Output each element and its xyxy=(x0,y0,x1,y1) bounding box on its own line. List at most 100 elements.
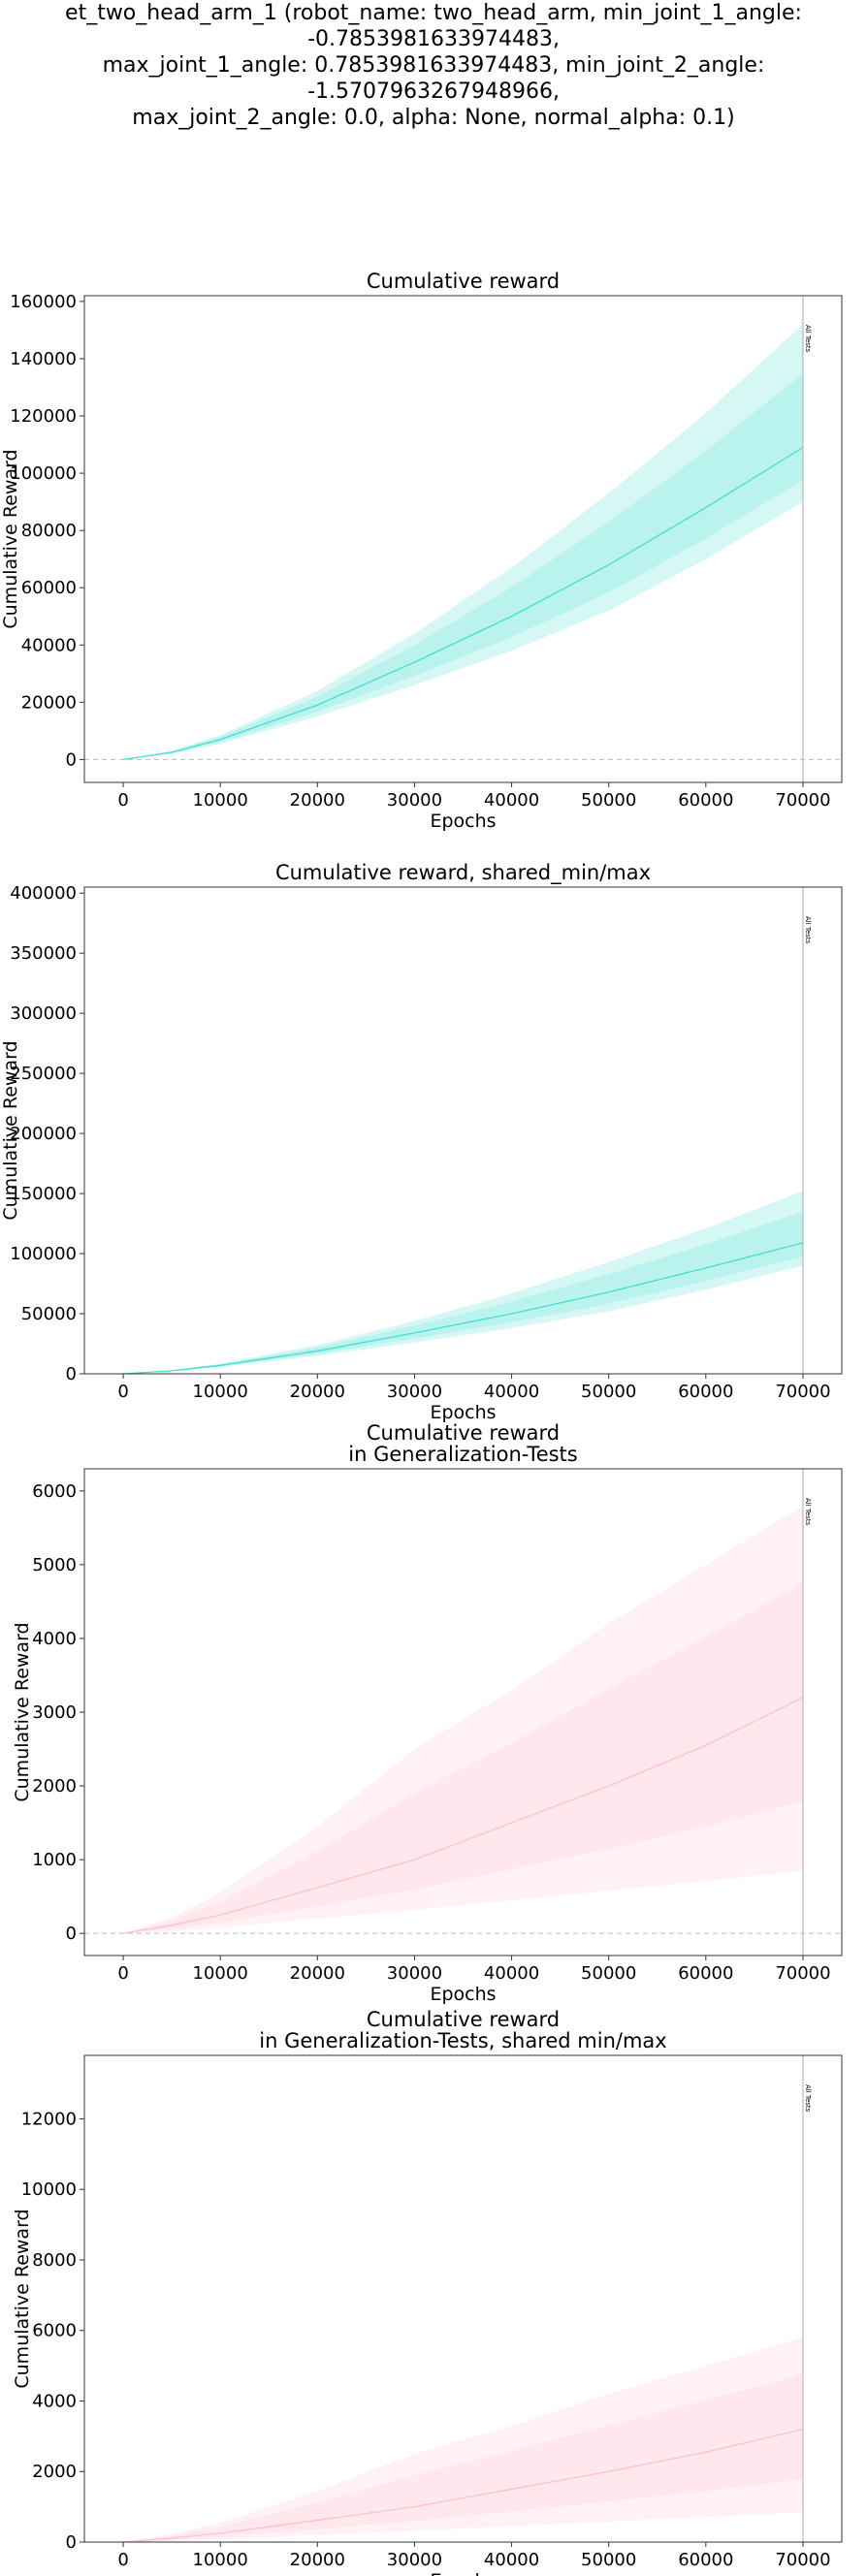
y-tick-label: 4000 xyxy=(32,2391,77,2411)
y-tick-label: 160000 xyxy=(10,292,77,312)
x-tick-label: 50000 xyxy=(581,790,636,811)
x-tick-label: 50000 xyxy=(581,2550,636,2570)
y-tick-label: 150000 xyxy=(10,1184,77,1204)
chart-title-line: in Generalization-Tests, shared min/max xyxy=(259,2029,666,2052)
mean-line xyxy=(122,446,804,761)
chart-cumulative-reward-shared: Cumulative reward, shared_min/max All Tes… xyxy=(0,861,843,1423)
x-axis-label: Epochs xyxy=(430,2570,496,2576)
all-tests-label: All Tests xyxy=(804,916,812,944)
y-axis-label: Cumulative Reward xyxy=(0,449,21,628)
x-tick-label: 70000 xyxy=(775,2550,830,2570)
y-tick-label: 140000 xyxy=(10,349,77,369)
y-tick-label: 0 xyxy=(66,1364,77,1384)
x-tick-label: 40000 xyxy=(484,1382,539,1402)
x-axis-label: Epochs xyxy=(430,1402,496,1423)
y-tick-label: 350000 xyxy=(10,943,77,964)
x-tick-label: 40000 xyxy=(484,790,539,811)
chart-title-line: Cumulative reward xyxy=(367,270,560,293)
all-tests-label: All Tests xyxy=(804,325,812,353)
x-tick-label: 50000 xyxy=(581,1382,636,1402)
min-max-band xyxy=(123,1191,803,1374)
x-tick-label: 60000 xyxy=(678,2550,733,2570)
x-tick-label: 30000 xyxy=(387,2550,442,2570)
chart-title-line: Cumulative reward, shared_min/max xyxy=(275,861,651,885)
all-tests-label: All Tests xyxy=(804,2084,812,2113)
x-tick-label: 40000 xyxy=(484,2550,539,2570)
y-tick-label: 6000 xyxy=(32,2321,77,2341)
y-tick-label: 5000 xyxy=(32,1555,77,1575)
chart-cumulative-reward: Cumulative reward All Tests 0 10000 20000 300… xyxy=(0,270,843,832)
y-tick-label: 10000 xyxy=(21,2179,77,2200)
y-tick-label: 0 xyxy=(66,1924,77,1944)
x-tick-label: 20000 xyxy=(290,790,345,811)
figure-title: et_two_head_arm_1 (robot_name: two_head_… xyxy=(65,1,802,130)
y-tick-label: 300000 xyxy=(10,1003,77,1024)
x-tick-label: 70000 xyxy=(775,790,830,811)
y-axis-label: Cumulative Reward xyxy=(0,1040,21,1220)
y-tick-label: 100000 xyxy=(10,463,77,484)
x-tick-label: 20000 xyxy=(290,2550,345,2570)
x-tick-label: 0 xyxy=(117,1382,128,1402)
x-tick-label: 30000 xyxy=(387,1382,442,1402)
chart-title-line: Cumulative reward xyxy=(367,1421,560,1445)
x-tick-label: 30000 xyxy=(387,1963,442,1984)
x-tick-label: 60000 xyxy=(678,790,733,811)
y-axis-label: Cumulative Reward xyxy=(12,1622,33,1801)
min-max-band xyxy=(123,1506,803,1934)
std-band xyxy=(123,2373,803,2542)
y-tick-label: 12000 xyxy=(21,2109,77,2129)
y-tick-label: 20000 xyxy=(21,692,77,713)
y-tick-label: 4000 xyxy=(32,1629,77,1649)
plot-frame xyxy=(83,295,843,783)
y-tick-label: 60000 xyxy=(21,578,77,598)
y-tick-label: 250000 xyxy=(10,1064,77,1084)
y-axis-label: Cumulative Reward xyxy=(12,2209,33,2388)
x-tick-label: 20000 xyxy=(290,1963,345,1984)
y-tick-label: 80000 xyxy=(21,521,77,541)
y-tick-label: 200000 xyxy=(10,1124,77,1144)
y-tick-label: 2000 xyxy=(32,1776,77,1797)
y-tick-label: 50000 xyxy=(21,1304,77,1324)
y-tick-label: 2000 xyxy=(32,2462,77,2482)
x-tick-label: 30000 xyxy=(387,790,442,811)
x-tick-label: 10000 xyxy=(193,2550,248,2570)
y-tick-label: 1000 xyxy=(32,1850,77,1870)
y-tick-label: 120000 xyxy=(10,406,77,427)
min-max-band xyxy=(123,2337,803,2542)
mean-line xyxy=(123,1242,804,1375)
y-tick-label: 40000 xyxy=(21,635,77,655)
y-tick-label: 6000 xyxy=(32,1481,77,1502)
y-tick-label: 400000 xyxy=(10,883,77,904)
y-tick-label: 8000 xyxy=(32,2250,77,2271)
std-band xyxy=(123,1582,803,1934)
plot-frame xyxy=(83,886,843,1375)
x-tick-label: 0 xyxy=(117,2550,128,2570)
x-tick-label: 40000 xyxy=(484,1963,539,1984)
x-tick-label: 10000 xyxy=(193,790,248,811)
y-tick-label: 3000 xyxy=(32,1702,77,1723)
x-tick-label: 70000 xyxy=(775,1382,830,1402)
chart-title-line: in Generalization-Tests xyxy=(348,1443,577,1466)
mean-line xyxy=(122,1697,804,1934)
mean-line xyxy=(122,2428,804,2543)
x-tick-label: 70000 xyxy=(775,1963,830,1984)
x-axis-label: Epochs xyxy=(430,1984,496,2005)
x-tick-label: 60000 xyxy=(678,1963,733,1984)
all-tests-label: All Tests xyxy=(804,1498,812,1526)
x-tick-label: 60000 xyxy=(678,1382,733,1402)
x-axis-label: Epochs xyxy=(430,811,496,832)
min-max-band xyxy=(123,324,803,760)
x-tick-label: 10000 xyxy=(193,1963,248,1984)
x-tick-label: 50000 xyxy=(581,1963,636,1984)
x-tick-label: 0 xyxy=(117,1963,128,1984)
chart-title-line: Cumulative reward xyxy=(367,2008,560,2031)
y-tick-label: 0 xyxy=(66,749,77,770)
x-tick-label: 10000 xyxy=(193,1382,248,1402)
y-tick-label: 100000 xyxy=(10,1244,77,1264)
y-tick-label: 0 xyxy=(66,2532,77,2553)
x-tick-label: 20000 xyxy=(290,1382,345,1402)
plot-frame xyxy=(83,2054,843,2543)
x-tick-label: 0 xyxy=(117,790,128,811)
